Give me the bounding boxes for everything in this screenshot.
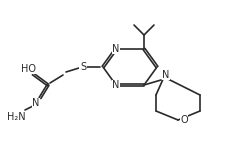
- Text: O: O: [180, 115, 188, 125]
- Text: N: N: [112, 44, 120, 54]
- Text: N: N: [32, 98, 40, 108]
- Text: N: N: [112, 80, 120, 90]
- Text: N: N: [162, 70, 170, 80]
- Text: H₂N: H₂N: [7, 112, 25, 122]
- Text: HO: HO: [21, 64, 36, 74]
- Text: S: S: [80, 62, 86, 72]
